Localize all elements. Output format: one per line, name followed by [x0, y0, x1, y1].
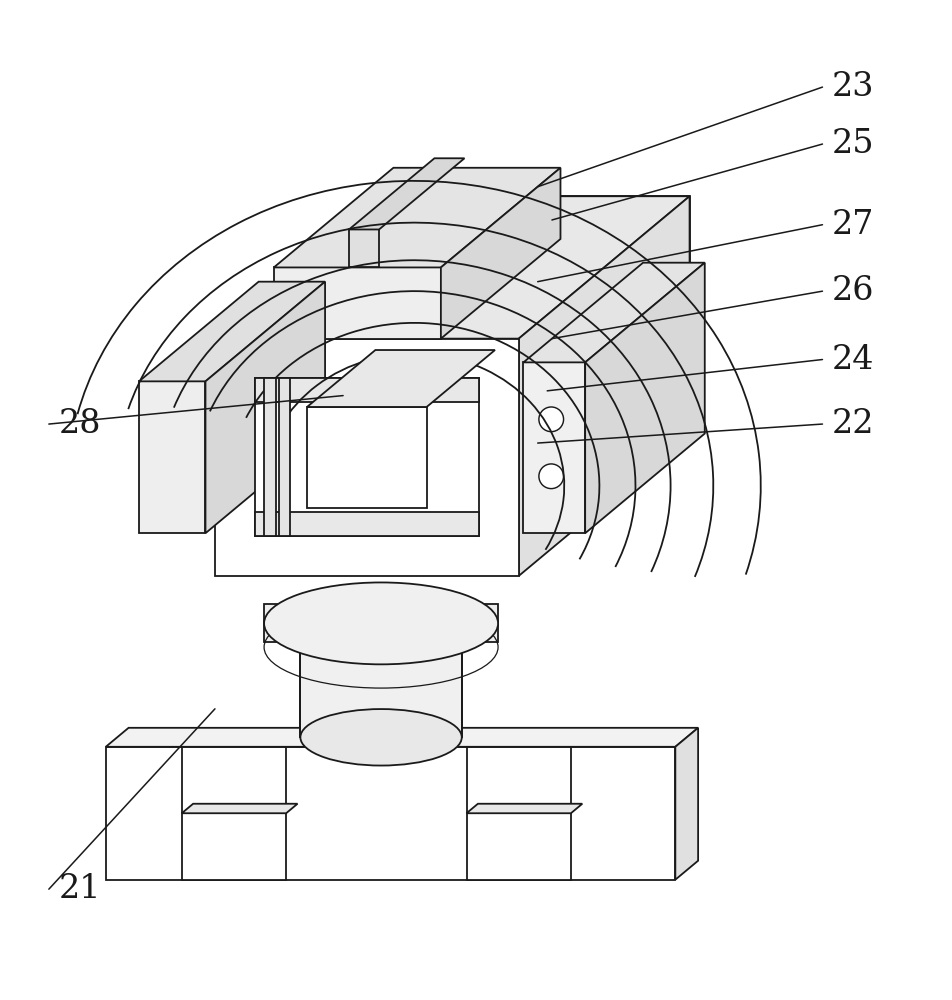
Polygon shape	[466, 813, 571, 880]
Polygon shape	[139, 381, 206, 533]
Circle shape	[539, 464, 564, 489]
Polygon shape	[274, 168, 561, 267]
Polygon shape	[265, 378, 276, 536]
Circle shape	[539, 407, 564, 432]
Text: 28: 28	[58, 408, 101, 440]
Ellipse shape	[301, 709, 462, 766]
Polygon shape	[206, 282, 325, 533]
Polygon shape	[139, 282, 325, 381]
Polygon shape	[255, 378, 479, 536]
Polygon shape	[675, 728, 698, 880]
Polygon shape	[215, 339, 519, 576]
Polygon shape	[386, 196, 689, 434]
Polygon shape	[307, 407, 426, 508]
Text: 25: 25	[832, 128, 875, 160]
Polygon shape	[215, 196, 689, 339]
Polygon shape	[274, 267, 441, 339]
Polygon shape	[182, 804, 298, 813]
Polygon shape	[301, 623, 462, 737]
Polygon shape	[585, 263, 704, 533]
Polygon shape	[255, 378, 479, 402]
Text: 21: 21	[58, 873, 101, 905]
Polygon shape	[349, 158, 465, 229]
Text: 26: 26	[832, 275, 875, 307]
Polygon shape	[264, 604, 498, 642]
Text: 24: 24	[832, 344, 874, 376]
Polygon shape	[182, 813, 287, 880]
Text: 22: 22	[832, 408, 875, 440]
Polygon shape	[106, 747, 675, 880]
Polygon shape	[524, 362, 585, 533]
Ellipse shape	[264, 582, 498, 664]
Polygon shape	[255, 512, 479, 536]
Polygon shape	[466, 804, 583, 813]
Polygon shape	[279, 378, 290, 536]
Polygon shape	[106, 728, 698, 747]
Polygon shape	[519, 196, 689, 576]
Polygon shape	[349, 229, 379, 267]
Text: 23: 23	[832, 71, 875, 103]
Polygon shape	[307, 350, 495, 407]
Text: 27: 27	[832, 209, 874, 241]
Polygon shape	[441, 168, 561, 339]
Polygon shape	[524, 263, 704, 362]
